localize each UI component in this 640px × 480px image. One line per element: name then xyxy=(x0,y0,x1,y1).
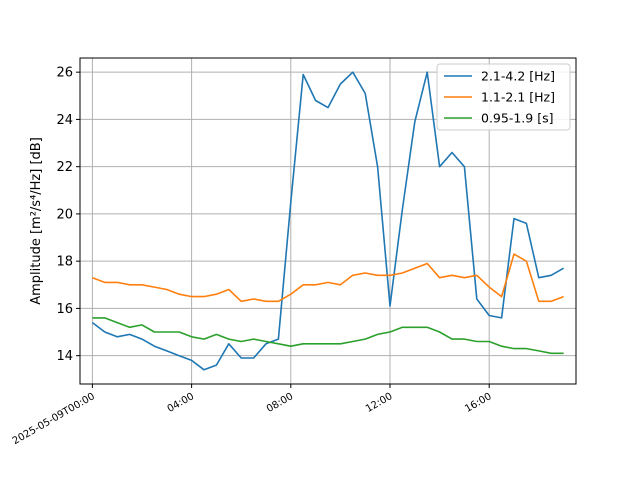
x-tick-label: 12:00 xyxy=(364,391,394,415)
y-tick-label: 26 xyxy=(56,66,73,81)
legend: 2.1-4.2 [Hz] 1.1-2.1 [Hz] 0.95-1.9 [s] xyxy=(436,63,571,131)
x-axis-ticks: 2025-05-09T00:00 04:00 08:00 12:00 16:00 xyxy=(11,384,494,447)
series-line-1 xyxy=(91,71,564,371)
series-lines xyxy=(91,71,564,371)
legend-box xyxy=(436,63,571,131)
series-line-3 xyxy=(92,317,564,355)
x-tick-label: 16:00 xyxy=(463,391,493,415)
y-tick-label: 16 xyxy=(56,302,73,317)
y-tick-label: 14 xyxy=(56,349,73,364)
y-axis-ticks: 14 16 18 20 22 24 26 xyxy=(56,66,80,364)
x-tick-label: 04:00 xyxy=(166,391,196,415)
x-tick-label: 2025-05-09T00:00 xyxy=(11,391,97,447)
plot-frame xyxy=(79,57,577,385)
grid xyxy=(80,58,576,384)
y-tick-label: 22 xyxy=(56,160,73,175)
x-tick-label: 08:00 xyxy=(265,391,295,415)
legend-label: 0.95-1.9 [s] xyxy=(481,111,553,126)
y-tick-label: 18 xyxy=(56,255,73,270)
y-axis-label: Amplitude [m²/s⁴/Hz] [dB] xyxy=(29,137,44,305)
legend-label: 1.1-2.1 [Hz] xyxy=(481,90,555,105)
y-tick-label: 20 xyxy=(56,207,73,222)
legend-label: 2.1-4.2 [Hz] xyxy=(481,69,555,84)
series-line-2 xyxy=(92,253,564,303)
y-tick-label: 24 xyxy=(56,113,73,128)
